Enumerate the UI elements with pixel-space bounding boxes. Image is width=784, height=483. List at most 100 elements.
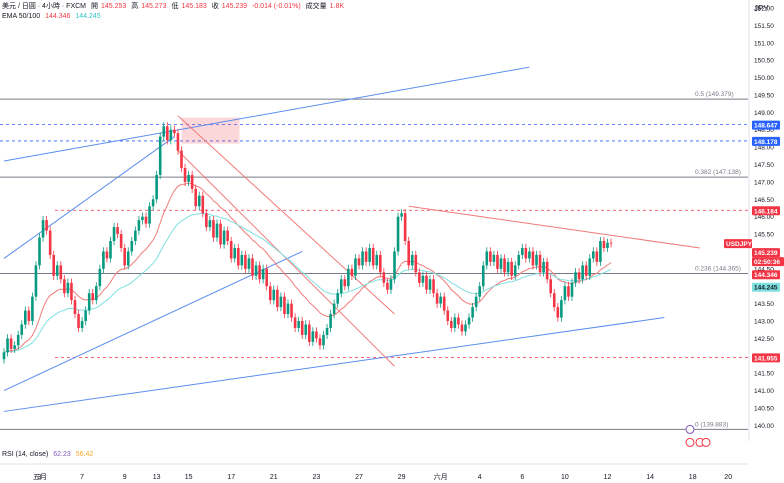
candle-body xyxy=(80,321,84,328)
candle-body xyxy=(563,286,567,301)
candle-body xyxy=(567,286,570,297)
candle-body xyxy=(84,310,87,322)
candle-body xyxy=(428,279,432,290)
price-label-bg xyxy=(752,206,780,216)
candle-body xyxy=(45,220,48,231)
candle-body xyxy=(219,223,222,245)
candle-body xyxy=(222,230,226,245)
candle-body xyxy=(439,296,442,304)
candle-body xyxy=(98,268,102,287)
candle-body xyxy=(393,251,396,280)
x-tick-label: 27 xyxy=(355,474,363,481)
candle-body xyxy=(286,303,290,315)
candle-body xyxy=(109,241,112,259)
close-label: 收 xyxy=(211,3,219,10)
candle-body xyxy=(467,317,471,325)
ema100-value: 144.245 xyxy=(75,13,101,20)
candle-body xyxy=(386,282,389,290)
y-tick-label: 152.00 xyxy=(754,6,774,13)
candle-body xyxy=(187,174,190,182)
candle-body xyxy=(173,129,176,134)
candle-body xyxy=(279,296,283,308)
candle-body xyxy=(418,272,421,283)
candle-body xyxy=(528,251,531,259)
price-label-text: USDJPY xyxy=(726,241,753,248)
candle-body xyxy=(34,265,38,297)
candle-body xyxy=(481,265,485,287)
price-label-text: 148.178 xyxy=(754,139,778,146)
candle-body xyxy=(38,237,41,266)
ema100-line xyxy=(3,212,612,353)
y-tick-label: 150.50 xyxy=(754,58,774,65)
candle-body xyxy=(105,251,109,259)
fib-level-label: 0.382 (147.138) xyxy=(695,169,741,176)
price-label-bg xyxy=(752,120,780,130)
candle-body xyxy=(293,317,297,328)
y-tick-label: 145.50 xyxy=(754,232,774,239)
candle-body xyxy=(283,296,286,315)
candle-body xyxy=(474,296,478,308)
candle-body xyxy=(496,254,499,269)
candle-body xyxy=(609,242,613,244)
x-tick-label: 12 xyxy=(604,474,612,481)
candle-body xyxy=(237,247,240,266)
candle-body xyxy=(24,310,27,325)
x-tick-label: 23 xyxy=(313,474,321,481)
candle-body xyxy=(95,286,98,301)
candle-body xyxy=(577,272,581,280)
candle-body xyxy=(332,303,336,315)
candle-body xyxy=(276,289,279,308)
candle-body xyxy=(123,247,126,266)
candle-body xyxy=(329,314,332,328)
y-tick-label: 148.00 xyxy=(754,145,774,152)
y-tick-label: 146.00 xyxy=(754,214,774,221)
candle-body xyxy=(162,126,166,137)
low-value: 145.183 xyxy=(181,3,207,10)
candle-body xyxy=(336,293,339,304)
candle-body xyxy=(595,251,599,262)
candle-body xyxy=(606,242,609,248)
fib-level-label: 0.5 (149.379) xyxy=(695,91,734,98)
candle-body xyxy=(148,206,151,224)
trendline xyxy=(177,150,395,367)
y-tick-label: 140.50 xyxy=(754,405,774,412)
fib-level-label: 0 (139.883) xyxy=(695,421,728,428)
candle-body xyxy=(489,251,492,262)
candle-body xyxy=(308,324,311,342)
candle-body xyxy=(300,321,304,335)
price-label-text: 144.346 xyxy=(754,272,778,279)
candle-body xyxy=(560,300,563,318)
close-value: 145.239 xyxy=(221,3,248,10)
candle-body xyxy=(183,167,187,182)
y-tick-label: 148.50 xyxy=(754,127,774,134)
candle-body xyxy=(599,241,602,262)
candle-body xyxy=(66,282,70,294)
candle-body xyxy=(545,261,549,280)
trendline xyxy=(3,251,303,392)
candle-body xyxy=(190,174,194,189)
trendline xyxy=(177,115,395,315)
candle-body xyxy=(194,188,197,207)
trendline xyxy=(3,136,175,259)
rsi-legend: RSI (14, close) 62.23 56.42 xyxy=(2,450,96,460)
candle-body xyxy=(339,279,343,294)
candle-body xyxy=(506,261,510,273)
y-tick-label: 143.00 xyxy=(754,319,774,326)
candle-body xyxy=(233,247,237,259)
y-tick-label: 149.50 xyxy=(754,92,774,99)
candle-body xyxy=(343,279,347,287)
candle-body xyxy=(602,241,606,248)
volume-value: 1.8K xyxy=(329,3,345,10)
candle-body xyxy=(244,254,247,269)
y-tick-label: 147.00 xyxy=(754,179,774,186)
candle-body xyxy=(588,258,592,276)
candle-body xyxy=(315,331,318,339)
candle-body xyxy=(403,213,407,242)
candle-body xyxy=(52,254,55,276)
candle-body xyxy=(91,293,95,301)
candle-body xyxy=(453,317,457,328)
trendline xyxy=(408,205,700,249)
candle-body xyxy=(229,241,233,259)
candle-body xyxy=(379,254,382,273)
